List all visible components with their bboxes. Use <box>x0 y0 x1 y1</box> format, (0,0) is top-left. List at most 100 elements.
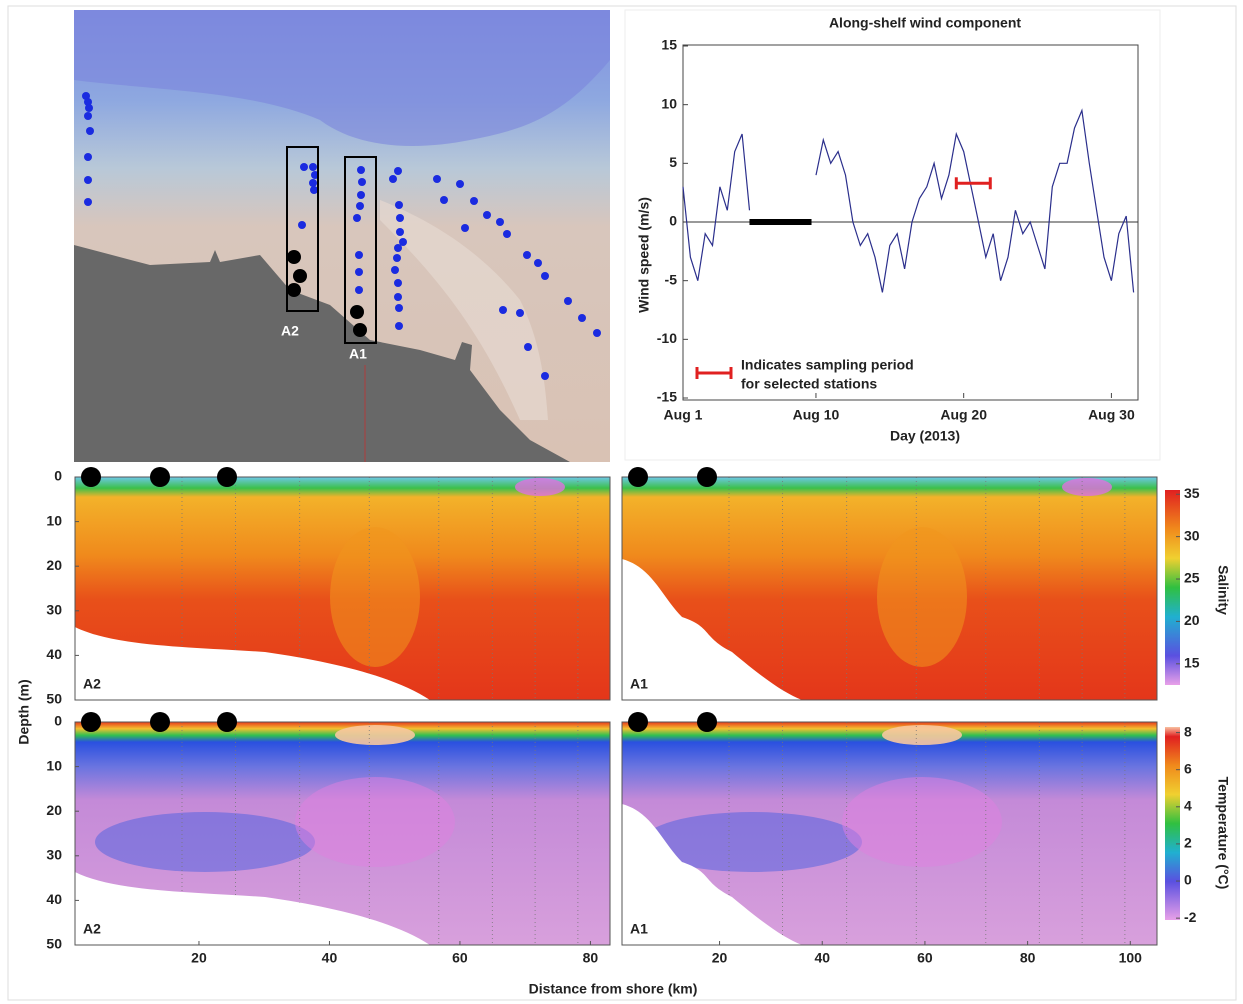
colorbar <box>1165 727 1180 920</box>
colorbar-tick-label: 6 <box>1184 760 1192 776</box>
annotation: for selected stations <box>741 376 877 392</box>
station-dot <box>84 198 92 206</box>
station-marker <box>150 712 170 732</box>
station-dot <box>355 286 363 294</box>
section-panel: A1 <box>621 712 1158 946</box>
panel-border <box>621 721 1158 946</box>
field-feature <box>642 812 862 872</box>
stations <box>82 92 601 380</box>
x-tick-label: 20 <box>191 950 207 966</box>
panel-border <box>74 721 611 946</box>
panel-label: A1 <box>630 921 648 937</box>
station-dot <box>461 224 469 232</box>
station-dot <box>84 153 92 161</box>
station-dot <box>298 221 306 229</box>
station-dot <box>357 166 365 174</box>
x-tick-label: 40 <box>322 950 338 966</box>
y-tick-label: 5 <box>669 154 677 170</box>
y-tick-label: 15 <box>661 37 677 53</box>
station-dot <box>541 272 549 280</box>
station-dot <box>310 186 318 194</box>
y-tick-label: 30 <box>46 602 62 618</box>
station-dot <box>593 329 601 337</box>
x-tick-label: Aug 30 <box>1088 407 1135 423</box>
map: A2 A1 <box>74 10 610 462</box>
panel-border <box>74 476 611 701</box>
frame <box>7 5 1237 1001</box>
station-marker <box>628 467 648 487</box>
y-tick-label: 40 <box>46 646 62 662</box>
station-dot <box>355 251 363 259</box>
y-tick-label: 10 <box>46 512 62 528</box>
station-dot <box>357 191 365 199</box>
field-feature <box>882 725 962 745</box>
x-axis-label: Distance from shore (km) <box>529 981 698 997</box>
station-dot <box>470 197 478 205</box>
station-marker <box>81 712 101 732</box>
field-feature <box>515 478 565 496</box>
station-dot <box>523 251 531 259</box>
x-tick-label: 100 <box>1119 950 1143 966</box>
station-dot <box>85 104 93 112</box>
station-dot <box>578 314 586 322</box>
field-feature <box>842 777 1002 867</box>
water-mass <box>380 200 548 420</box>
station-dot <box>396 228 404 236</box>
annotation-marker <box>695 367 733 379</box>
section-panel: A2 <box>74 712 611 946</box>
station-dot <box>394 167 402 175</box>
y-tick-label: 50 <box>46 936 62 952</box>
station-dot <box>84 176 92 184</box>
station-dot <box>84 112 92 120</box>
y-tick-label: -5 <box>665 271 678 287</box>
y-tick-label: -15 <box>657 389 677 405</box>
annotation: Indicates sampling period <box>741 357 914 373</box>
x-tick-label: 20 <box>712 950 728 966</box>
panel-label: A2 <box>83 921 101 937</box>
colorbar-tick-label: 30 <box>1184 527 1200 543</box>
station-dot <box>353 214 361 222</box>
station-dot <box>516 309 524 317</box>
y-axis-label: Depth (m) <box>16 679 32 744</box>
seafloor <box>75 627 430 700</box>
x-tick-label: 80 <box>583 950 599 966</box>
seafloor <box>75 872 430 945</box>
station-marker <box>217 712 237 732</box>
station-dot <box>564 297 572 305</box>
y-axis-label: Wind speed (m/s) <box>636 197 652 313</box>
station-dot <box>309 163 317 171</box>
station-label: A1 <box>349 346 367 362</box>
field-feature <box>1062 478 1112 496</box>
station-dot <box>389 175 397 183</box>
station-dot <box>396 214 404 222</box>
selected-station <box>287 250 301 264</box>
colorbar-label: Salinity <box>1215 565 1231 615</box>
x-axis-label: Day (2013) <box>890 428 960 444</box>
x-tick-label: Aug 20 <box>940 407 987 423</box>
station-dot <box>86 127 94 135</box>
seafloor <box>74 245 570 462</box>
station-dot <box>433 175 441 183</box>
colorbar-tick-label: 0 <box>1184 872 1192 888</box>
station-dot <box>395 304 403 312</box>
station-dot <box>534 259 542 267</box>
colorbar-tick-label: 4 <box>1184 798 1192 814</box>
colorbar-tick-label: -2 <box>1184 909 1197 925</box>
station-dot <box>399 238 407 246</box>
x-tick-label: Aug 10 <box>793 407 840 423</box>
field-feature <box>877 527 967 667</box>
station-dot <box>499 306 507 314</box>
selected-station <box>350 305 364 319</box>
x-tick-label: 60 <box>917 950 933 966</box>
chart-title: Along-shelf wind component <box>829 15 1021 31</box>
station-dot <box>524 343 532 351</box>
colorbar-tick-label: 2 <box>1184 835 1192 851</box>
y-tick-label: 40 <box>46 891 62 907</box>
x-tick-label: Aug 1 <box>664 407 703 423</box>
station-box <box>286 146 319 312</box>
selected-station <box>353 323 367 337</box>
y-tick-label: 20 <box>46 557 62 573</box>
y-tick-label: 0 <box>54 713 62 729</box>
station-dot <box>391 266 399 274</box>
